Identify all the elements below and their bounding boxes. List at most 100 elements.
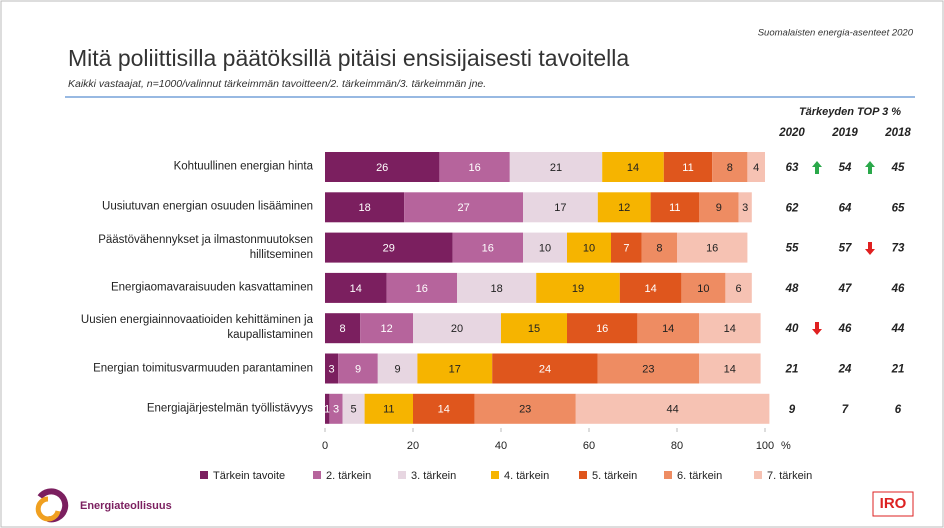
bar-segment [677,232,748,263]
arrow-up [812,161,822,174]
value-label: 3 [742,202,748,214]
legend-swatch [398,471,406,479]
bar-segment [325,313,361,344]
bar-segment [650,192,699,223]
bar-segment [597,353,699,384]
value-label: 10 [539,243,551,255]
x-tick-label: 60 [583,440,595,452]
table-value: 9 [789,404,796,416]
table-value: 40 [785,323,799,335]
legend-swatch [491,471,499,479]
bar-segment [509,152,603,182]
table-value: 64 [839,202,852,214]
value-label: 14 [724,363,736,375]
value-label: 1 [324,404,330,416]
category-label: Energiaomavaraisuuden kasvattaminen [110,281,313,294]
bar-segment [325,152,440,182]
bar-segment [681,272,726,303]
value-label: 15 [528,323,540,335]
bar-segment [611,232,642,263]
logo-mark [35,488,69,523]
bar-segment [523,232,567,263]
bar-segment [575,393,770,424]
bar-segment [492,353,598,384]
value-label: 18 [490,283,502,295]
legend-swatch [200,471,208,479]
table-value: 65 [892,202,905,214]
brand: IRO [880,495,907,512]
bar-segment [338,353,378,384]
table-value: 7 [842,404,849,416]
legend-label: 2. tärkein [326,470,371,482]
value-label: 8 [340,323,346,335]
bar-segment [377,353,418,384]
x-tick-label: 100 [756,440,774,452]
table-value: 48 [785,283,799,295]
arrow-down [812,322,822,335]
table-value: 46 [838,323,852,335]
bar-segment [342,393,365,424]
category-label: Päästövähennykset ja ilmastonmuutoksen h… [98,233,313,261]
table-value: 73 [892,243,905,255]
table-value: 55 [786,243,799,255]
brand-box [872,491,914,517]
value-label: 8 [727,162,733,174]
value-label: 8 [656,243,662,255]
legend-label: 3. tärkein [411,470,456,482]
table-value: 21 [785,364,799,376]
legend-label: 6. tärkein [677,470,722,482]
table-value: 24 [838,364,852,376]
value-label: 7 [623,243,629,255]
table-value: 45 [891,162,905,174]
value-label: 20 [451,323,463,335]
table-header: 2019 [831,127,858,139]
legend-label: 5. tärkein [592,470,637,482]
value-label: 26 [376,162,388,174]
value-label: 14 [644,283,656,295]
bar-segment [637,313,699,344]
title: Mitä poliittisilla päätöksillä pitäisi e… [68,45,629,71]
value-label: 29 [383,243,395,255]
table-value: 6 [895,404,902,416]
subtitle: Kaikki vastaajat, n=1000/valinnut tärkei… [68,78,486,90]
table-value: 63 [786,162,799,174]
bar-segment [413,313,501,344]
value-label: 27 [457,202,469,214]
value-label: 18 [358,202,370,214]
bar-segment [474,393,576,424]
value-label: 21 [550,162,562,174]
value-label: 24 [539,363,551,375]
bar-segment [329,393,343,424]
legend-label: 4. tärkein [504,470,549,482]
table-value: 47 [838,283,852,295]
value-label: 23 [519,404,531,416]
bar-segment [360,313,413,344]
x-tick-label: 0 [322,440,328,452]
value-label: 14 [438,404,450,416]
bar-segment [567,232,611,263]
legend-label: 7. tärkein [767,470,812,482]
value-label: 14 [724,323,736,335]
top3-title: Tärkeyden TOP 3 % [799,106,901,118]
bar-segment [364,393,413,424]
value-label: 14 [350,283,362,295]
value-label: 3 [333,404,339,416]
bar-segment [641,232,677,263]
bar-segment [663,152,713,182]
value-label: 11 [682,162,693,174]
value-label: 16 [468,162,480,174]
category-label: Energian toimitusvarmuuden parantaminen [93,362,313,374]
bar-segment [501,313,567,344]
x-unit: % [781,440,791,452]
arrow-down [865,242,875,255]
bar-segment [602,152,664,182]
table-value: 21 [891,364,905,376]
category-label: Uusiutuvan energian osuuden lisääminen [102,200,313,213]
table-value: 46 [891,283,905,295]
category-label: Uusien energiainnovaatioiden kehittämine… [80,314,313,342]
bar-segment [725,272,752,303]
bar-segment [738,192,752,223]
